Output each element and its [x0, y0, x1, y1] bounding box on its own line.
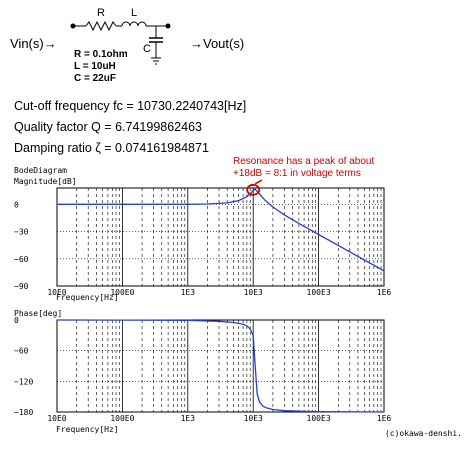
resistor-symbol — [85, 20, 117, 32]
magnitude-xtick-label: 1E3 — [181, 288, 196, 297]
inductor-label: L — [131, 7, 137, 19]
resonance-annotation: Resonance has a peak of about +18dB = 8:… — [233, 156, 374, 179]
phase-plot-frame — [56, 319, 385, 413]
phase-xtick-label: 100E3 — [307, 414, 331, 423]
magnitude-xtick-label: 10E0 — [47, 288, 66, 297]
phase-ytick-label: −120 — [14, 377, 33, 386]
param-c: C = 22uF — [74, 73, 116, 84]
quality-factor-text: Quality factor Q = 6.74199862463 — [14, 120, 202, 134]
phase-ytick-label: −60 — [14, 347, 29, 356]
circuit-wiring — [70, 20, 171, 65]
circuit-input-label: Vin(s)→ — [10, 36, 57, 51]
magnitude-ytick-label: −30 — [14, 228, 29, 237]
magnitude-xtick-label: 10E3 — [244, 288, 263, 297]
input-terminal — [70, 23, 76, 29]
output-terminal — [165, 23, 171, 29]
capacitor-label: C — [143, 43, 151, 55]
bode-title: BodeDiagram — [14, 166, 67, 175]
phase-ytick-label: 0 — [14, 316, 19, 325]
phase-ytick-label: −180 — [14, 408, 33, 417]
magnitude-xtick-label: 100E3 — [307, 288, 331, 297]
magnitude-series-line — [57, 188, 385, 272]
magnitude-xtick-label: 1E6 — [377, 288, 392, 297]
magnitude-xtick-label: 100E0 — [110, 288, 134, 297]
damping-ratio-text: Damping ratio ζ = 0.074161984871 — [14, 141, 209, 155]
phase-xtick-label: 10E3 — [244, 414, 263, 423]
annotation-line-1: Resonance has a peak of about — [233, 156, 374, 167]
phase-xtick-label: 1E3 — [181, 414, 196, 423]
inductor-symbol — [121, 21, 147, 27]
annotation-arrow — [254, 179, 263, 185]
phase-plot: 0 −60 −120 −180 10E0 100E0 1E3 10E3 100E3 1E6 — [14, 316, 391, 423]
phase-xtick-label: 100E0 — [110, 414, 134, 423]
magnitude-plot: 0 −30 −60 −90 10E0 100E0 1E3 10E3 100E3 1E6 — [14, 179, 392, 297]
magnitude-ytick-label: −90 — [14, 282, 29, 291]
magnitude-ytick-label: 0 — [14, 200, 19, 209]
circuit-output-label: →Vout(s) — [190, 36, 244, 51]
phase-xlabel: Frequency[Hz] — [56, 425, 119, 434]
magnitude-xlabel: Frequency[Hz] — [56, 293, 119, 302]
magnitude-ylabel: Magnitude[dB] — [14, 177, 77, 186]
copyright-text: (c)okawa-denshi. — [385, 429, 462, 438]
phase-series-line — [56, 319, 385, 413]
magnitude-ytick-label: −60 — [14, 255, 29, 264]
resistor-label: R — [97, 7, 105, 19]
param-l: L = 10uH — [74, 61, 116, 72]
phase-xtick-label: 10E0 — [47, 414, 66, 423]
circuit-schematic: Vin(s)→ →Vout(s) R L C R = 0.1ohm L = 10… — [10, 7, 244, 84]
param-r: R = 0.1ohm — [74, 49, 128, 60]
annotation-line-2: +18dB = 8:1 in voltage terms — [233, 168, 361, 179]
cutoff-frequency-text: Cut-off frequency fc = 10730.2240743[Hz] — [14, 99, 246, 113]
resonance-peak-marker — [246, 183, 261, 196]
phase-ylabel: Phase[deg] — [14, 309, 62, 318]
phase-xtick-label: 1E6 — [377, 414, 392, 423]
